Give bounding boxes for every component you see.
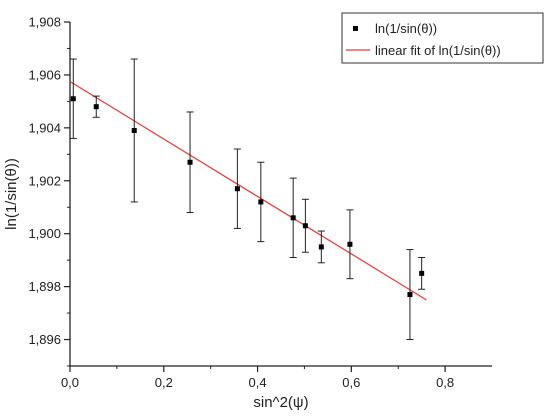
- x-tick-label: 0,8: [436, 375, 454, 390]
- y-tick-label: 1,908: [28, 15, 61, 30]
- legend-label-fit: linear fit of ln(1/sin(θ)): [375, 43, 501, 58]
- y-tick-label: 1,900: [28, 226, 61, 241]
- point-marker: [234, 186, 240, 192]
- data-point: [346, 209, 354, 280]
- point-marker: [302, 223, 308, 229]
- data-point: [418, 257, 426, 290]
- y-axis-label: ln(1/sin(θ)): [3, 158, 20, 230]
- y-tick-label: 1,904: [28, 120, 61, 135]
- legend-label-points: ln(1/sin(θ)): [375, 21, 437, 36]
- data-point: [130, 58, 138, 203]
- data-point: [301, 198, 309, 253]
- point-marker: [131, 127, 137, 133]
- data-point: [257, 161, 265, 243]
- y-tick-label: 1,902: [28, 173, 61, 188]
- data-point: [69, 58, 77, 139]
- x-tick-label: 0,0: [61, 375, 79, 390]
- point-marker: [347, 241, 353, 247]
- legend-box: [341, 12, 544, 64]
- legend: ln(1/sin(θ)) linear fit of ln(1/sin(θ)): [341, 12, 544, 64]
- x-tick-label: 0,4: [249, 375, 267, 390]
- data-point: [233, 148, 241, 229]
- point-marker: [419, 270, 425, 276]
- fit-layer: [69, 81, 427, 301]
- data-point: [317, 230, 325, 264]
- point-marker: [290, 215, 296, 221]
- point-marker: [407, 292, 413, 298]
- point-marker: [318, 244, 324, 250]
- data-point: [406, 249, 414, 341]
- y-tick-label: 1,896: [28, 332, 61, 347]
- y-axis: 1,896 1,898 1,900 1,902 1,904 1,906 1,908: [28, 15, 70, 367]
- data-point: [186, 111, 194, 214]
- fit-line: [69, 81, 427, 301]
- y-tick-label: 1,906: [28, 67, 61, 82]
- y-tick-label: 1,898: [28, 279, 61, 294]
- plot-frame: [69, 22, 492, 367]
- point-marker: [187, 159, 193, 165]
- data-point: [92, 95, 100, 118]
- x-axis: 0,0 0,2 0,4 0,6 0,8: [61, 366, 454, 390]
- point-marker: [70, 96, 76, 102]
- x-tick-label: 0,6: [342, 375, 360, 390]
- points-layer: [69, 58, 426, 341]
- x-axis-label: sin^2(ψ): [253, 394, 308, 411]
- legend-marker-points: [353, 26, 358, 31]
- point-marker: [93, 104, 99, 110]
- data-point: [289, 177, 297, 259]
- x-tick-label: 0,2: [155, 375, 173, 390]
- point-marker: [258, 199, 264, 205]
